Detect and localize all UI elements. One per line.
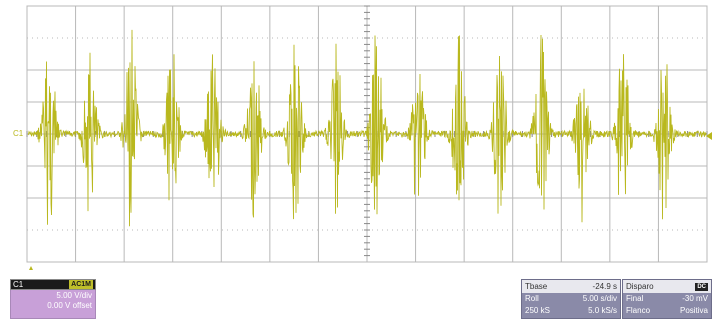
channel-settings: 5.00 V/div 0.00 V offset	[10, 290, 96, 319]
trigger-slope-value: Positiva	[679, 306, 708, 315]
channel-name: C1	[13, 279, 24, 289]
trigger-slope-label: Flanco	[626, 306, 651, 315]
timebase-panel[interactable]: Tbase -24.9 s Roll 5.00 s/div 250 kS 5.0…	[521, 279, 621, 319]
timebase-row-mode: Roll 5.00 s/div	[522, 293, 620, 305]
trigger-dc-icon: DC	[695, 282, 708, 291]
trigger-level-arrow-icon[interactable]	[706, 132, 712, 140]
waveform-display: C1	[13, 5, 712, 270]
trigger-level-label: Final	[626, 294, 644, 303]
trigger-label: Disparo	[626, 281, 654, 291]
sample-rate: 5.0 kS/s	[588, 306, 617, 315]
trigger-position-triangle-icon[interactable]	[28, 266, 34, 270]
trigger-header: Disparo DC	[623, 280, 711, 293]
sample-count: 250 kS	[525, 306, 550, 315]
timebase-mode: Roll	[525, 294, 539, 303]
trigger-row-level: Final -30 mV	[623, 293, 711, 305]
timebase-row-samples: 250 kS 5.0 kS/s	[522, 305, 620, 317]
timebase-label: Tbase	[525, 281, 548, 291]
time-per-div: 5.00 s/div	[582, 294, 617, 303]
timebase-header: Tbase -24.9 s	[522, 280, 620, 293]
volts-per-div: 5.00 V/div	[56, 291, 92, 300]
channel-descriptor-panel[interactable]: C1 AC1M 5.00 V/div 0.00 V offset	[10, 279, 96, 319]
oscilloscope-screen[interactable]: C1	[0, 0, 720, 270]
trigger-panel[interactable]: Disparo DC Final -30 mV Flanco Positiva	[622, 279, 712, 319]
channel-1-trace	[27, 29, 707, 227]
timebase-delay: -24.9 s	[592, 281, 617, 291]
channel-header: C1 AC1M	[10, 279, 96, 290]
channel-offset: 0.00 V offset	[47, 301, 92, 310]
coupling-badge: AC1M	[69, 280, 93, 289]
trigger-level-value: -30 mV	[682, 294, 708, 303]
waveform-trace	[27, 29, 707, 227]
channel-marker-label: C1	[13, 129, 24, 138]
trigger-row-slope: Flanco Positiva	[623, 305, 711, 317]
